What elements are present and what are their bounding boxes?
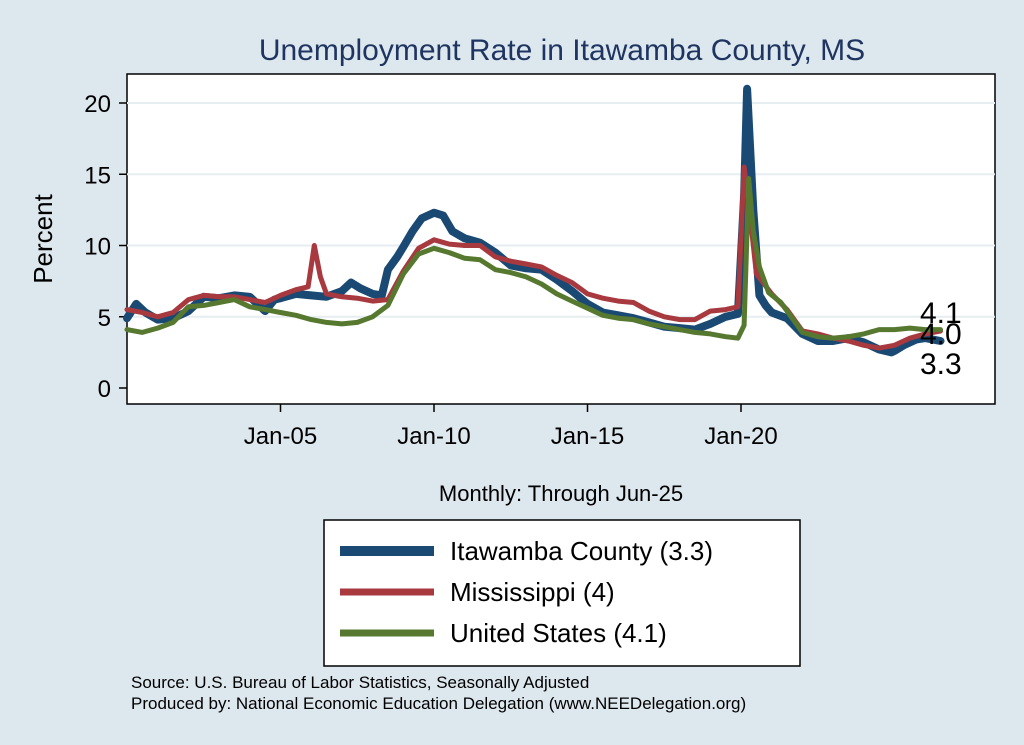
y-tick-label: 0 — [98, 376, 111, 403]
chart-title: Unemployment Rate in Itawamba County, MS — [259, 34, 865, 67]
plot-area — [126, 73, 996, 405]
gridlines — [127, 102, 995, 318]
y-tick-label: 20 — [84, 91, 111, 118]
y-tick-label: 15 — [84, 162, 111, 189]
x-tick-label: Jan-05 — [244, 423, 317, 450]
y-tick-label: 5 — [98, 305, 111, 332]
x-tick-label: Jan-10 — [397, 423, 470, 450]
series-line-2 — [124, 176, 943, 341]
x-axis-title: Monthly: Through Jun-25 — [439, 481, 683, 506]
series-lines — [123, 84, 945, 357]
source-line: Source: U.S. Bureau of Labor Statistics,… — [131, 673, 589, 692]
end-value-label: 3.3 — [920, 348, 962, 381]
legend-label: Itawamba County (3.3) — [450, 536, 713, 566]
end-value-label: 4.1 — [920, 297, 962, 330]
producer-line: Produced by: National Economic Education… — [131, 694, 746, 713]
y-tick-label: 10 — [84, 234, 111, 261]
end-value-label: 4.0 — [920, 318, 962, 351]
y-axis-ticks: 0 5 10 15 20 — [84, 91, 127, 403]
x-tick-label: Jan-15 — [551, 423, 624, 450]
x-tick-label: Jan-20 — [704, 423, 777, 450]
legend-label: United States (4.1) — [450, 618, 667, 648]
end-labels: 4.14.03.3 — [920, 297, 962, 381]
legend-label: Mississippi (4) — [450, 577, 615, 607]
y-axis-title: Percent — [28, 193, 58, 283]
legend: Itawamba County (3.3) Mississippi (4) Unit… — [323, 519, 801, 667]
x-axis-ticks: Jan-05 Jan-10 Jan-15 Jan-20 — [244, 404, 778, 450]
